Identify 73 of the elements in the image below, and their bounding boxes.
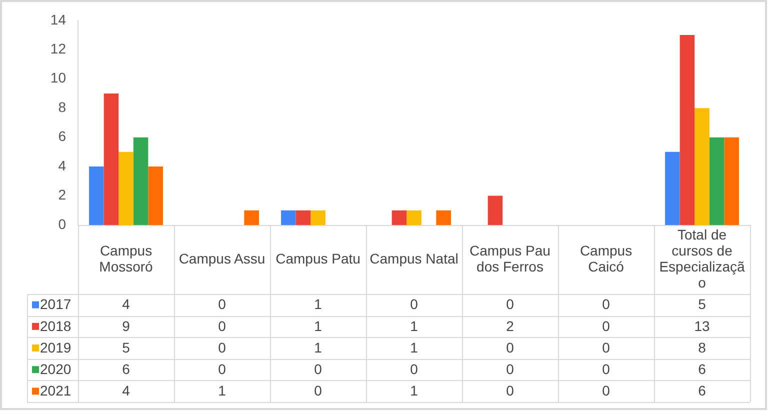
bar xyxy=(244,210,259,225)
data-label: 4 xyxy=(122,296,130,312)
bar xyxy=(310,210,326,225)
data-label: 1 xyxy=(410,382,418,399)
y-tick-label: 0 xyxy=(58,216,66,232)
legend-label: 2018 xyxy=(40,318,72,334)
legend-label: 2017 xyxy=(40,296,72,312)
data-label: 9 xyxy=(122,318,130,334)
x-tick-label: Campus Mossoró xyxy=(99,242,154,274)
data-label: 1 xyxy=(410,318,418,334)
y-tick-label: 10 xyxy=(50,70,66,86)
legend-label: 2019 xyxy=(40,339,72,356)
data-label: 0 xyxy=(602,360,610,377)
data-label: 1 xyxy=(314,318,322,334)
data-label: 1 xyxy=(314,339,322,356)
bar xyxy=(148,166,163,225)
y-tick-label: 8 xyxy=(58,98,66,115)
y-tick-label: 6 xyxy=(58,128,66,144)
bar xyxy=(709,137,724,225)
data-label: 0 xyxy=(602,382,610,399)
bar xyxy=(296,210,311,225)
bar xyxy=(89,166,104,225)
bar xyxy=(392,210,407,225)
data-label: 5 xyxy=(122,339,130,356)
bar xyxy=(406,210,422,225)
bar xyxy=(488,196,503,225)
data-label: 0 xyxy=(602,339,610,356)
y-tick-label: 14 xyxy=(50,11,66,28)
bar xyxy=(133,137,148,225)
bar xyxy=(680,35,695,225)
data-label: 0 xyxy=(506,382,514,399)
data-label: 0 xyxy=(506,339,514,356)
bar xyxy=(104,93,119,225)
bar xyxy=(694,108,710,225)
data-label: 0 xyxy=(218,296,226,312)
x-tick-label: Campus Pau dos Ferros xyxy=(470,242,550,274)
x-tick-label: Campus Patu xyxy=(276,250,360,266)
data-label: 0 xyxy=(602,296,610,312)
legend-label: 2020 xyxy=(40,360,72,377)
data-label: 13 xyxy=(694,318,710,334)
data-label: 2 xyxy=(506,318,514,334)
data-label: 1 xyxy=(410,339,418,356)
data-label: 4 xyxy=(122,382,130,399)
data-label: 6 xyxy=(698,382,706,399)
x-tick-label: Total de cursos de Especialização xyxy=(659,226,746,290)
data-label: 5 xyxy=(698,296,706,312)
x-tick-label: Campus Natal xyxy=(370,250,458,266)
x-tick-label: Campus Assu xyxy=(178,250,266,266)
bar xyxy=(281,210,296,225)
data-label: 0 xyxy=(218,339,226,356)
y-tick-label: 12 xyxy=(50,40,66,56)
bar xyxy=(724,137,739,225)
bar xyxy=(665,152,680,225)
data-label: 0 xyxy=(314,382,322,399)
data-label: 6 xyxy=(122,360,130,377)
data-label: 1 xyxy=(314,296,322,312)
y-tick-label: 4 xyxy=(58,157,66,174)
data-label: 0 xyxy=(506,360,514,377)
data-label: 0 xyxy=(410,296,418,312)
data-label: 0 xyxy=(410,360,418,377)
data-label: 0 xyxy=(506,296,514,312)
legend-label: 2021 xyxy=(40,382,72,399)
data-label: 1 xyxy=(218,382,226,399)
data-label: 0 xyxy=(314,360,322,377)
data-label: 6 xyxy=(698,360,706,377)
data-label: 8 xyxy=(698,339,706,356)
y-tick-label: 2 xyxy=(58,186,66,203)
x-tick-label: Campus Caicó xyxy=(580,242,632,274)
bar xyxy=(436,210,451,225)
data-label: 0 xyxy=(602,318,610,334)
data-label: 0 xyxy=(218,360,226,377)
bar xyxy=(118,152,134,225)
data-label: 0 xyxy=(218,318,226,334)
